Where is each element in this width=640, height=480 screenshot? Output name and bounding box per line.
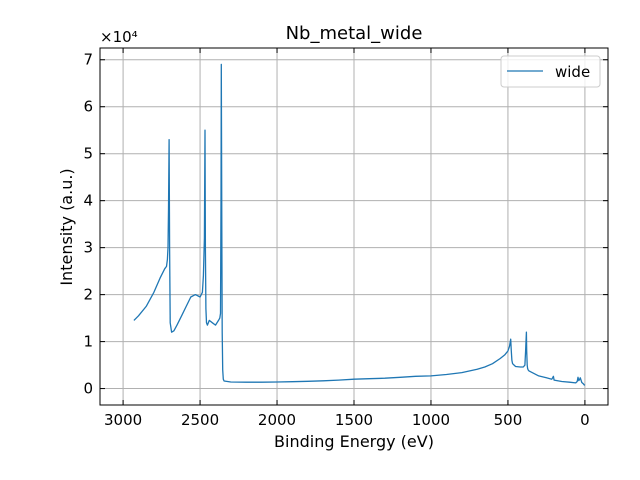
legend-label-wide: wide <box>555 63 590 81</box>
y-tick-label: 2 <box>83 286 93 304</box>
y-tick-label: 1 <box>83 333 93 351</box>
series-layer <box>133 63 586 386</box>
x-tick-label: 2000 <box>258 411 296 429</box>
y-axis-multiplier: ×10⁴ <box>100 28 138 46</box>
y-tick-label: 3 <box>83 239 93 257</box>
grid <box>100 48 608 405</box>
x-axis-label: Binding Energy (eV) <box>274 432 434 451</box>
y-tick-label: 4 <box>83 192 93 210</box>
chart-title: Nb_metal_wide <box>286 23 423 44</box>
series-line-wide <box>133 63 586 386</box>
y-axis-label: Intensity (a.u.) <box>57 168 76 285</box>
x-tick-label: 1500 <box>335 411 373 429</box>
y-tick-label: 7 <box>83 51 93 69</box>
x-tick-label: 0 <box>580 411 590 429</box>
legend: wide <box>500 55 601 88</box>
tick-labels: 3000 2500 2000 1500 1000 500 0 0 1 2 3 4 5 6 7 <box>83 51 589 429</box>
y-tick-label: 0 <box>83 380 93 398</box>
ticks <box>100 48 608 405</box>
y-tick-label: 5 <box>83 145 93 163</box>
x-tick-label: 2500 <box>181 411 219 429</box>
y-tick-label: 6 <box>83 98 93 116</box>
x-tick-label: 3000 <box>104 411 142 429</box>
x-tick-label: 1000 <box>412 411 450 429</box>
legend-box <box>500 55 601 88</box>
x-tick-label: 500 <box>494 411 523 429</box>
